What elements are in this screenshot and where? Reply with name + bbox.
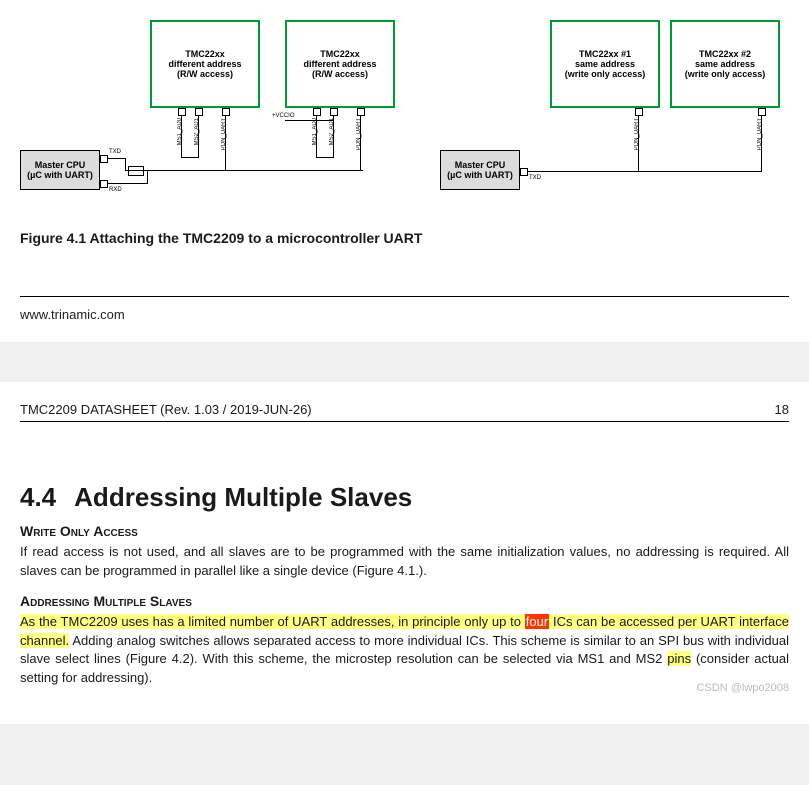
subheading-write-only: Write Only Access [20, 523, 789, 539]
chip-box-2: TMC22xx different address (R/W access) [285, 20, 395, 108]
master-l2: (µC with UART) [21, 170, 99, 180]
pin-pdn: PDN_UART [356, 118, 362, 150]
highlight-pins: pins [667, 651, 691, 666]
separator [20, 296, 789, 297]
wire [181, 157, 199, 158]
section-heading: 4.4 Addressing Multiple Slaves [20, 482, 789, 513]
pin-pdn: PDN_UART [221, 118, 227, 150]
master-cpu-box-2: Master CPU (µC with UART) [440, 150, 520, 190]
wire [225, 115, 226, 170]
chip2-l1: TMC22xx [291, 49, 389, 59]
wire [333, 115, 334, 157]
pin-sq [100, 180, 108, 188]
pin-pdn: PDN_UART [757, 118, 763, 150]
header-title: TMC2209 DATASHEET (Rev. 1.03 / 2019-JUN-… [20, 402, 312, 417]
chip3-l2: same address [556, 59, 654, 69]
wire [316, 157, 334, 158]
pin-ms1: MS1_AD0 [312, 118, 318, 145]
pin-sq [313, 108, 321, 116]
subheading-addressing: Addressing Multiple Slaves [20, 593, 789, 609]
chip4-l1: TMC22xx #2 [676, 49, 774, 59]
pin-ms1: MS1_AD0 [177, 118, 183, 145]
pin-ms2: MS2_AD1 [194, 118, 200, 145]
wire [198, 115, 199, 157]
txd-label: TXD [109, 149, 121, 155]
wire [761, 115, 762, 171]
resistor-icon [128, 166, 144, 176]
wire [107, 183, 147, 184]
wire [638, 115, 639, 171]
chip4-l3: (write only access) [676, 69, 774, 79]
chip1-l1: TMC22xx [156, 49, 254, 59]
chip2-l2: different address [291, 59, 389, 69]
pin-sq [178, 108, 186, 116]
vccio-label: +VCCIO [272, 113, 295, 119]
datasheet-page-top: TMC22xx different address (R/W access) T… [0, 0, 809, 342]
wire [527, 171, 762, 172]
pin-sq [100, 155, 108, 163]
pin-sq [635, 108, 643, 116]
chip2-l3: (R/W access) [291, 69, 389, 79]
highlight-span-1: As the TMC2209 uses has a limited number… [20, 614, 525, 629]
pin-sq [222, 108, 230, 116]
pin-sq [195, 108, 203, 116]
pin-sq [758, 108, 766, 116]
pin-pdn: PDN_UART [634, 118, 640, 150]
wire [125, 158, 126, 170]
wire [125, 170, 363, 171]
footer-url: www.trinamic.com [20, 307, 789, 322]
pin-sq [330, 108, 338, 116]
chip3-l3: (write only access) [556, 69, 654, 79]
chip-box-3: TMC22xx #1 same address (write only acce… [550, 20, 660, 108]
pin-sq [520, 168, 528, 176]
chip4-l2: same address [676, 59, 774, 69]
wire [360, 115, 361, 170]
figure-caption: Figure 4.1 Attaching the TMC2209 to a mi… [20, 230, 789, 246]
section-number: 4.4 [20, 482, 56, 512]
pin-sq [357, 108, 365, 116]
wire [147, 170, 148, 184]
chip1-l3: (R/W access) [156, 69, 254, 79]
chip-box-1: TMC22xx different address (R/W access) [150, 20, 260, 108]
chip-box-4: TMC22xx #2 same address (write only acce… [670, 20, 780, 108]
master-l1: Master CPU [21, 160, 99, 170]
figure-diagram: TMC22xx different address (R/W access) T… [20, 20, 780, 210]
page-header: TMC2209 DATASHEET (Rev. 1.03 / 2019-JUN-… [20, 402, 789, 422]
diagram-right: TMC22xx #1 same address (write only acce… [440, 20, 780, 210]
txd-label-2: TXD [529, 175, 541, 181]
chip1-l2: different address [156, 59, 254, 69]
pin-ms2: MS2_AD1 [329, 118, 335, 145]
diagram-left: TMC22xx different address (R/W access) T… [20, 20, 400, 210]
master2-l2: (µC with UART) [441, 170, 519, 180]
wire [107, 158, 125, 159]
section-title: Addressing Multiple Slaves [74, 482, 412, 512]
rxd-label: RXD [109, 187, 122, 193]
wire [181, 115, 182, 157]
datasheet-page-18: TMC2209 DATASHEET (Rev. 1.03 / 2019-JUN-… [0, 382, 809, 724]
wire [285, 120, 333, 121]
highlight-four: four [525, 614, 549, 629]
master2-l1: Master CPU [441, 160, 519, 170]
master-cpu-box: Master CPU (µC with UART) [20, 150, 100, 190]
addressing-paragraph: As the TMC2209 uses has a limited number… [20, 613, 789, 688]
header-page-number: 18 [775, 402, 789, 417]
wire [316, 115, 317, 157]
write-only-paragraph: If read access is not used, and all slav… [20, 543, 789, 581]
chip3-l1: TMC22xx #1 [556, 49, 654, 59]
